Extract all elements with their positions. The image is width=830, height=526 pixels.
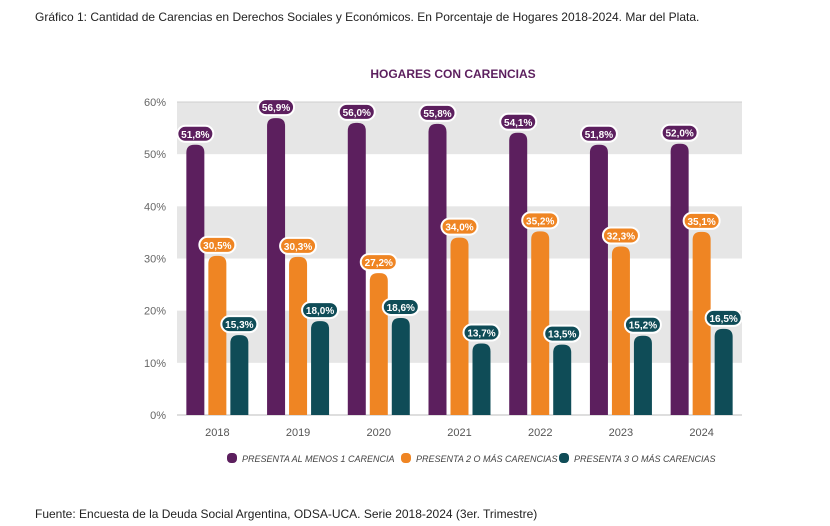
- data-label-pill: [257, 98, 296, 117]
- bar-1-2023: [589, 144, 608, 415]
- data-label-pill: [543, 324, 582, 343]
- bar-1-2019: [267, 118, 286, 416]
- data-label: 32,3%: [607, 232, 635, 243]
- bar-3-2018: [230, 335, 249, 415]
- data-label-pill: [359, 253, 398, 272]
- data-label: 16,5%: [709, 314, 737, 325]
- chart-caption: Gráfico 1: Cantidad de Carencias en Dere…: [35, 10, 700, 24]
- data-label-pill: [704, 308, 743, 327]
- data-label: 51,8%: [181, 130, 209, 141]
- y-tick-label: 20%: [144, 306, 166, 318]
- data-label-pill: [176, 124, 215, 143]
- data-label: 15,2%: [629, 321, 657, 332]
- data-label-pill: [682, 211, 721, 230]
- bar-1-2022: [509, 132, 528, 416]
- legend-label: PRESENTA 2 O MÁS CARENCIAS: [416, 454, 558, 464]
- data-label-pill: [601, 226, 640, 245]
- bar-1-2021: [428, 123, 447, 415]
- data-label-pill: [337, 102, 376, 121]
- data-label-pill: [462, 323, 501, 342]
- y-axis: 0% 10% 20% 30% 40% 50% 60%: [144, 97, 166, 422]
- y-tick-label: 40%: [144, 201, 166, 213]
- data-label-pill: [623, 315, 662, 334]
- data-label-pill: [198, 235, 237, 254]
- x-tick-label: 2023: [609, 427, 633, 439]
- x-tick-label: 2018: [205, 427, 229, 439]
- y-tick-label: 0%: [150, 410, 166, 422]
- legend: PRESENTA AL MENOS 1 CARENCIA PRESENTA 2 O…: [227, 453, 716, 464]
- bar-1-2024: [670, 143, 689, 415]
- data-label: 56,9%: [262, 103, 290, 114]
- data-label-pill: [499, 112, 538, 131]
- bar-1-2020: [347, 122, 366, 415]
- bar-2-2019: [289, 256, 308, 415]
- legend-swatch: [559, 453, 569, 463]
- data-label: 52,0%: [665, 129, 693, 140]
- legend-swatch: [401, 453, 411, 463]
- bar-2-2021: [450, 237, 469, 415]
- bar-chart: 0% 10% 20% 30% 40% 50% 60% 51,8% 30,5% 15,3% 56,9…: [144, 67, 743, 464]
- y-tick-label: 10%: [144, 358, 166, 370]
- data-label: 18,0%: [306, 306, 334, 317]
- data-label: 13,7%: [467, 329, 495, 340]
- data-label: 55,8%: [423, 109, 451, 120]
- bar-2-2018: [208, 255, 227, 415]
- data-label-pill: [381, 297, 420, 316]
- bar-2-2020: [369, 273, 388, 415]
- legend-swatch: [227, 453, 237, 463]
- bar-3-2024: [714, 328, 733, 415]
- y-tick-label: 30%: [144, 254, 166, 266]
- data-label: 30,3%: [284, 242, 312, 253]
- data-label: 54,1%: [504, 118, 532, 129]
- bar-3-2020: [391, 317, 410, 415]
- bar-3-2023: [633, 335, 652, 415]
- legend-label: PRESENTA 3 O MÁS CARENCIAS: [574, 454, 716, 464]
- data-label: 18,6%: [387, 303, 415, 314]
- x-tick-label: 2024: [689, 427, 713, 439]
- data-label-pill: [418, 103, 457, 122]
- data-label: 15,3%: [225, 320, 253, 331]
- data-label: 56,0%: [343, 108, 371, 119]
- bar-3-2021: [472, 343, 491, 415]
- data-label: 30,5%: [203, 241, 231, 252]
- data-label: 35,1%: [687, 217, 715, 228]
- data-label: 51,8%: [585, 130, 613, 141]
- data-label-pill: [521, 211, 560, 230]
- data-label-pill: [579, 124, 618, 143]
- x-tick-label: 2019: [286, 427, 310, 439]
- data-label: 34,0%: [445, 223, 473, 234]
- bar-1-2018: [186, 144, 205, 415]
- data-label-pill: [440, 217, 479, 236]
- data-label-pill: [220, 315, 259, 334]
- y-tick-label: 60%: [144, 97, 166, 109]
- bar-2-2023: [611, 246, 630, 415]
- bar-2-2022: [531, 231, 550, 415]
- x-tick-label: 2022: [528, 427, 552, 439]
- y-tick-label: 50%: [144, 149, 166, 161]
- x-axis: 2018 2019 2020 2021 2022 2023 2024: [205, 427, 714, 439]
- bar-3-2019: [311, 321, 330, 415]
- legend-label: PRESENTA AL MENOS 1 CARENCIA: [242, 454, 395, 464]
- data-label-pill: [279, 236, 318, 255]
- data-label-pill: [301, 301, 340, 320]
- data-label-pill: [660, 123, 699, 142]
- x-tick-label: 2021: [447, 427, 471, 439]
- x-tick-label: 2020: [367, 427, 391, 439]
- source-note: Fuente: Encuesta de la Deuda Social Arge…: [35, 507, 538, 521]
- data-label: 35,2%: [526, 216, 554, 227]
- chart-title: HOGARES CON CARENCIAS: [370, 67, 535, 81]
- bar-2-2024: [692, 231, 711, 415]
- bar-3-2022: [553, 344, 572, 415]
- data-label: 27,2%: [365, 258, 393, 269]
- bars: 51,8% 30,5% 15,3% 56,9% 30,3% 18,0% 56,0% 27,2%…: [176, 98, 743, 416]
- data-label: 13,5%: [548, 330, 576, 341]
